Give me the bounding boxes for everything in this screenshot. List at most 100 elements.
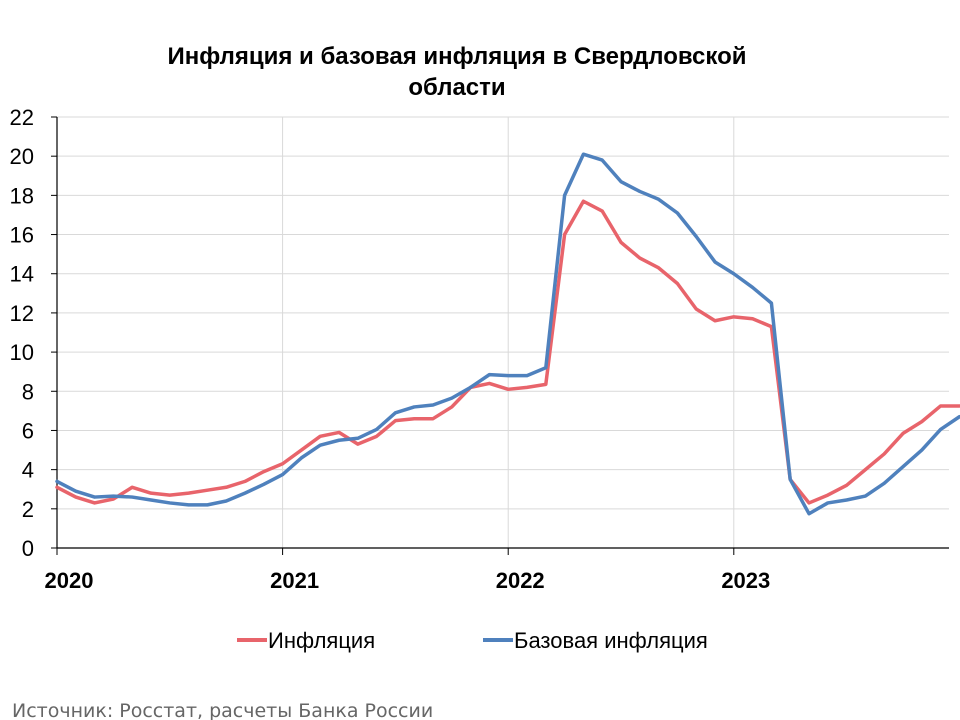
- data-point: [732, 272, 735, 275]
- chart-title-line-2: области: [408, 74, 505, 101]
- grid: [57, 116, 949, 548]
- x-tick-label: 2021: [270, 568, 319, 593]
- y-tick-label: 10: [10, 340, 34, 365]
- y-tick-label: 2: [22, 497, 34, 522]
- data-point: [695, 235, 698, 238]
- data-point: [394, 411, 397, 415]
- data-point: [751, 317, 754, 320]
- data-point: [356, 437, 359, 440]
- data-point: [676, 211, 679, 215]
- axes: [51, 116, 949, 555]
- data-point: [582, 153, 585, 156]
- data-point: [319, 435, 322, 438]
- data-point: [507, 374, 510, 377]
- data-point: [826, 501, 829, 505]
- data-point: [469, 386, 472, 389]
- data-point: [657, 198, 660, 201]
- data-point: [601, 158, 604, 162]
- data-point: [751, 286, 754, 289]
- data-point: [55, 480, 59, 483]
- data-point: [544, 366, 547, 369]
- data-point: [131, 486, 134, 489]
- data-point: [431, 417, 435, 420]
- data-point: [206, 503, 209, 507]
- data-point: [356, 442, 359, 446]
- data-point: [770, 301, 773, 305]
- legend-label-core-inflation: Базовая инфляция: [514, 628, 708, 653]
- data-point: [450, 405, 453, 409]
- x-tick-label: 2023: [721, 568, 770, 593]
- data-point: [93, 501, 96, 505]
- data-point: [676, 282, 679, 285]
- y-tick-label: 16: [10, 223, 34, 248]
- data-point: [695, 307, 698, 311]
- data-point: [488, 373, 491, 376]
- data-point: [375, 428, 378, 431]
- data-point: [920, 448, 923, 452]
- data-point: [563, 194, 566, 197]
- data-point: [413, 405, 416, 409]
- data-point: [187, 491, 190, 495]
- data-point: [281, 462, 284, 465]
- data-point: [525, 386, 529, 389]
- data-point: [525, 374, 529, 377]
- data-point: [713, 319, 717, 322]
- chart-title-line-1: Инфляция и базовая инфляция в Свердловск…: [167, 43, 746, 70]
- data-point: [864, 494, 867, 498]
- chart-title: Инфляция и базовая инфляция в Свердловск…: [167, 43, 746, 101]
- data-point: [55, 486, 59, 489]
- data-point: [732, 315, 735, 319]
- y-tick-label: 6: [22, 418, 34, 443]
- data-point: [281, 473, 284, 476]
- legend: Инфляция Базовая инфляция: [237, 628, 708, 653]
- data-point: [901, 465, 905, 468]
- data-point: [337, 439, 341, 442]
- data-point: [713, 260, 717, 264]
- data-point: [300, 448, 303, 452]
- data-point: [112, 494, 115, 498]
- data-point: [901, 432, 905, 435]
- data-point: [883, 452, 886, 456]
- data-point: [770, 325, 773, 328]
- data-point: [431, 403, 435, 407]
- data-point: [845, 484, 848, 487]
- data-point: [74, 495, 78, 499]
- data-point: [638, 256, 641, 260]
- y-tick-label: 14: [10, 262, 34, 287]
- data-point: [883, 482, 886, 485]
- y-tick-labels: 0 2 4 6 8 10 12 14 16 18 20 22: [10, 105, 34, 561]
- data-point: [74, 489, 78, 493]
- data-point: [826, 493, 829, 497]
- x-tick-label: 2020: [45, 568, 94, 593]
- data-point: [187, 503, 190, 507]
- data-point: [375, 435, 378, 438]
- y-tick-label: 0: [22, 536, 34, 561]
- data-point: [262, 470, 265, 473]
- y-tick-label: 12: [10, 301, 34, 326]
- data-point: [168, 493, 171, 497]
- data-point: [93, 495, 96, 499]
- data-point: [507, 388, 510, 391]
- data-point: [789, 478, 792, 481]
- y-tick-label: 4: [22, 458, 34, 483]
- data-point: [807, 501, 811, 505]
- data-point: [131, 495, 134, 499]
- series-lines: [55, 152, 960, 516]
- data-point: [112, 497, 115, 501]
- data-point: [243, 491, 247, 495]
- data-point: [657, 266, 660, 270]
- data-point: [243, 480, 247, 483]
- data-point: [413, 417, 416, 420]
- data-point: [619, 241, 623, 244]
- data-point: [920, 420, 923, 423]
- data-point: [544, 383, 547, 386]
- y-tick-label: 22: [10, 105, 34, 130]
- data-point: [939, 404, 942, 408]
- data-point: [262, 483, 265, 486]
- data-point: [582, 200, 585, 203]
- data-point: [601, 209, 604, 213]
- data-point: [864, 468, 867, 471]
- y-tick-label: 20: [10, 144, 34, 169]
- data-point: [149, 491, 153, 495]
